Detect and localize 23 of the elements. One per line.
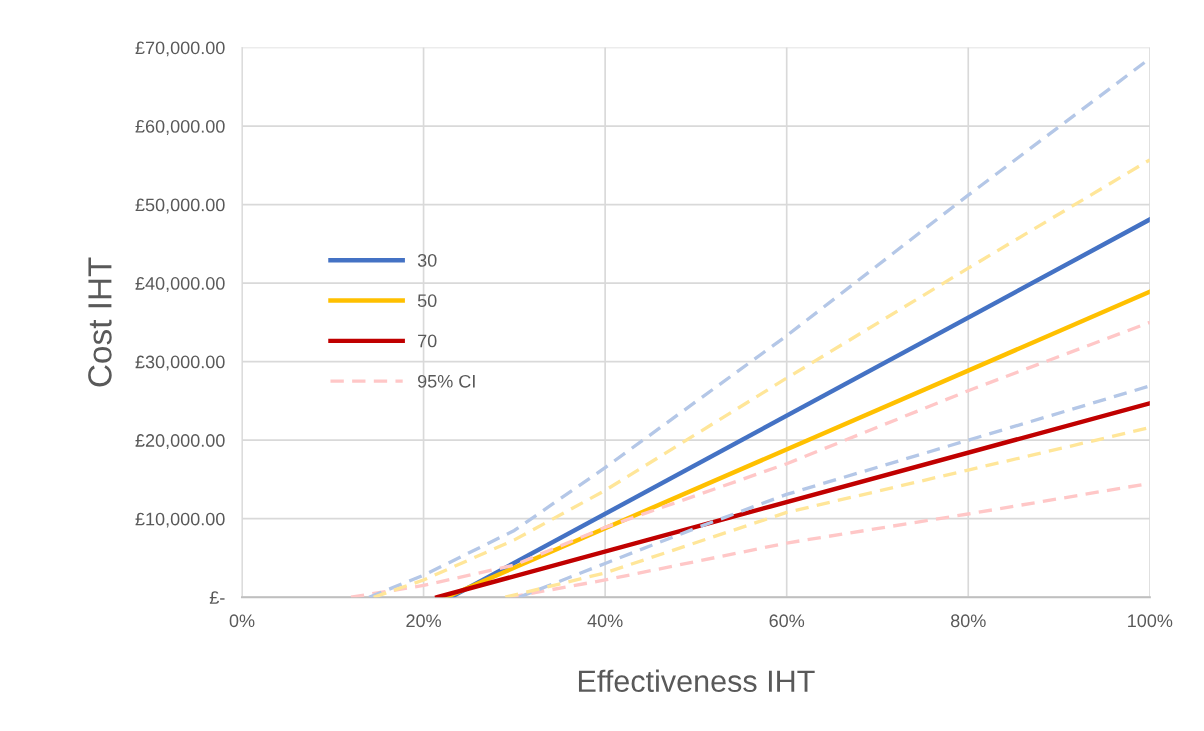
legend-label: 30 [417,253,437,267]
y-tick-label: £20,000.00 [135,434,225,450]
line-series [517,384,1150,598]
line-series [349,320,1150,598]
y-tick-label: £10,000.00 [135,512,225,528]
x-tick-label: 0% [229,614,255,628]
legend-label: 50 [417,294,437,308]
y-axis-title: Cost IHT [88,257,112,387]
x-tick-label: 20% [406,614,441,628]
legend-label: 95% CI [417,374,475,388]
y-tick-label: £70,000.00 [135,41,225,57]
line-series [371,158,1150,598]
legend-label: 70 [418,334,437,348]
y-tick-label: £50,000.00 [135,198,225,214]
y-tick-label: £30,000.00 [135,355,225,371]
x-tick-label: 40% [587,614,623,628]
x-tick-label: 100% [1128,614,1173,628]
y-tick-label: £60,000.00 [135,119,225,135]
y-tick-label: £- [209,591,225,604]
x-tick-label: 80% [950,614,986,628]
x-axis-title: Effectiveness IHT [578,669,815,693]
x-tick-label: 60% [769,614,805,628]
y-tick-label: £40,000.00 [135,277,225,292]
